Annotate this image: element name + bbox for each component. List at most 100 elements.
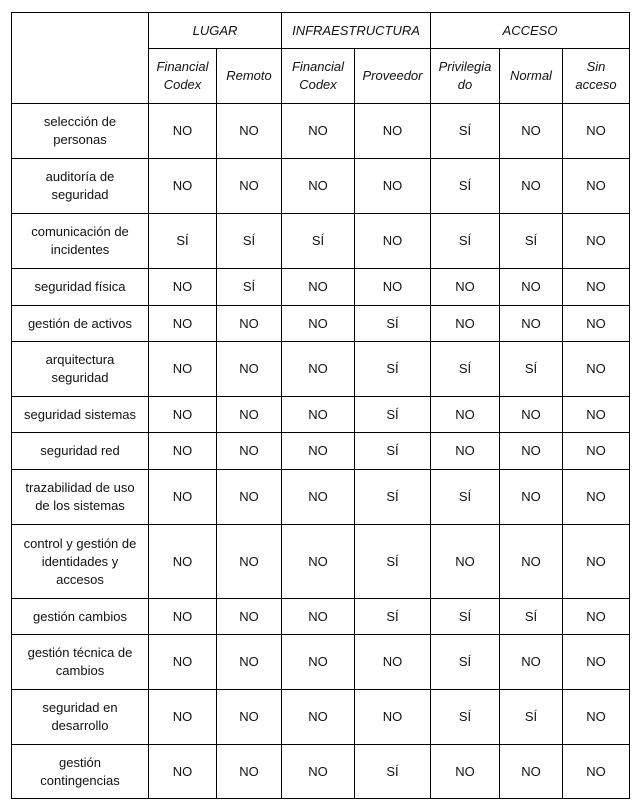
text-line: Codex bbox=[163, 77, 202, 92]
value-cell: NO bbox=[499, 432, 563, 470]
text-line: personas bbox=[53, 132, 107, 147]
row-label: seguridad red bbox=[11, 432, 149, 470]
value-cell: NO bbox=[562, 469, 630, 525]
subheader-cell: Privilegia do bbox=[430, 48, 500, 104]
value-cell: NO bbox=[430, 305, 500, 342]
row-label: seguridad sistemas bbox=[11, 396, 149, 433]
value-cell: NO bbox=[354, 634, 431, 690]
value-cell: NO bbox=[430, 524, 500, 599]
row-label: comunicación de incidentes bbox=[11, 213, 149, 269]
value-cell: NO bbox=[499, 103, 563, 159]
value-cell: SÍ bbox=[430, 213, 500, 269]
value-cell: NO bbox=[499, 524, 563, 599]
value-cell: NO bbox=[148, 341, 217, 397]
value-cell: SÍ bbox=[430, 341, 500, 397]
table-row: auditoría de seguridad NO NO NO NO SÍ NO NO bbox=[11, 158, 630, 214]
value-cell: NO bbox=[562, 689, 630, 745]
text-line: gestión cambios bbox=[33, 608, 127, 624]
value-cell: SÍ bbox=[354, 469, 431, 525]
value-cell: NO bbox=[148, 158, 217, 214]
text-line: Normal bbox=[510, 68, 552, 83]
text-line: auditoría de bbox=[45, 169, 115, 184]
row-label: gestión cambios bbox=[11, 598, 149, 635]
value-cell: NO bbox=[148, 305, 217, 342]
value-cell: NO bbox=[148, 524, 217, 599]
table-row: gestión técnica de cambios NO NO NO NO SÍ NO NO bbox=[11, 634, 630, 690]
value-cell: NO bbox=[562, 103, 630, 159]
value-cell: SÍ bbox=[430, 103, 500, 159]
text-line: gestión de activos bbox=[27, 315, 133, 331]
value-cell: NO bbox=[216, 634, 282, 690]
text-line: contingencias bbox=[40, 772, 120, 788]
value-cell: NO bbox=[148, 598, 217, 635]
value-cell: NO bbox=[430, 744, 500, 799]
text-line: trazabilidad de uso bbox=[25, 480, 135, 495]
value-cell: NO bbox=[562, 396, 630, 433]
subheader-cell: Normal bbox=[499, 48, 563, 104]
value-cell: NO bbox=[281, 341, 355, 397]
value-cell: NO bbox=[562, 268, 630, 306]
value-cell: NO bbox=[562, 744, 630, 799]
value-cell: NO bbox=[562, 598, 630, 635]
group-header-row: LUGAR INFRAESTRUCTURA ACCESO bbox=[11, 12, 630, 104]
text-line: acceso bbox=[575, 77, 617, 92]
table-row: seguridad física NO SÍ NO NO NO NO NO bbox=[11, 268, 630, 306]
value-cell: SÍ bbox=[354, 524, 431, 599]
value-cell: NO bbox=[499, 469, 563, 525]
value-cell: SÍ bbox=[281, 213, 355, 269]
table-row: seguridad en desarrollo NO NO NO NO SÍ SÍ NO bbox=[11, 689, 630, 745]
value-cell: SÍ bbox=[354, 341, 431, 397]
value-cell: NO bbox=[281, 432, 355, 470]
row-label: gestión técnica de cambios bbox=[11, 634, 149, 690]
text-line: Codex bbox=[299, 77, 337, 92]
value-cell: SÍ bbox=[430, 469, 500, 525]
table-row: seguridad red NO NO NO SÍ NO NO NO bbox=[11, 432, 630, 470]
value-cell: SÍ bbox=[499, 598, 563, 635]
value-cell: NO bbox=[499, 744, 563, 799]
value-cell: SÍ bbox=[354, 396, 431, 433]
value-cell: NO bbox=[281, 158, 355, 214]
value-cell: NO bbox=[148, 103, 217, 159]
value-cell: NO bbox=[148, 689, 217, 745]
value-cell: NO bbox=[281, 305, 355, 342]
value-cell: NO bbox=[562, 524, 630, 599]
text-line: Sin bbox=[586, 59, 606, 74]
value-cell: SÍ bbox=[430, 634, 500, 690]
access-matrix-table: LUGAR INFRAESTRUCTURA ACCESO Financial Co… bbox=[11, 12, 630, 799]
group-header-infraestructura: INFRAESTRUCTURA bbox=[281, 12, 431, 49]
table-row: gestión cambios NO NO NO SÍ SÍ SÍ NO bbox=[11, 598, 630, 635]
text-line: desarrollo bbox=[51, 718, 109, 733]
value-cell: NO bbox=[562, 432, 630, 470]
value-cell: SÍ bbox=[499, 689, 563, 745]
table-row: seguridad sistemas NO NO NO SÍ NO NO NO bbox=[11, 396, 630, 433]
value-cell: NO bbox=[148, 744, 217, 799]
table-row: gestión de activos NO NO NO SÍ NO NO NO bbox=[11, 305, 630, 342]
text-line: gestión bbox=[59, 754, 101, 770]
value-cell: SÍ bbox=[430, 598, 500, 635]
text-line: seguridad red bbox=[40, 443, 120, 458]
row-label: seguridad física bbox=[11, 268, 149, 306]
value-cell: NO bbox=[216, 689, 282, 745]
value-cell: NO bbox=[499, 268, 563, 306]
value-cell: NO bbox=[281, 744, 355, 799]
table-row: control y gestión de identidades y accesos… bbox=[11, 524, 630, 599]
value-cell: SÍ bbox=[216, 268, 282, 306]
subheader-cell: Financial Codex bbox=[281, 48, 355, 104]
value-cell: NO bbox=[354, 268, 431, 306]
text-line: do bbox=[457, 77, 473, 92]
value-cell: SÍ bbox=[354, 432, 431, 470]
text-line: Proveedor bbox=[362, 68, 423, 83]
text-line: selección de bbox=[43, 114, 117, 129]
text-line: seguridad en bbox=[42, 700, 118, 715]
row-label: trazabilidad de uso de los sistemas bbox=[11, 469, 149, 525]
row-label: seguridad en desarrollo bbox=[11, 689, 149, 745]
table-body: selección de personas NO NO NO NO SÍ NO NO audito… bbox=[11, 103, 630, 799]
value-cell: NO bbox=[148, 432, 217, 470]
value-cell: NO bbox=[216, 396, 282, 433]
value-cell: NO bbox=[148, 396, 217, 433]
value-cell: SÍ bbox=[499, 341, 563, 397]
value-cell: NO bbox=[281, 469, 355, 525]
value-cell: NO bbox=[216, 103, 282, 159]
value-cell: NO bbox=[281, 103, 355, 159]
value-cell: NO bbox=[562, 158, 630, 214]
